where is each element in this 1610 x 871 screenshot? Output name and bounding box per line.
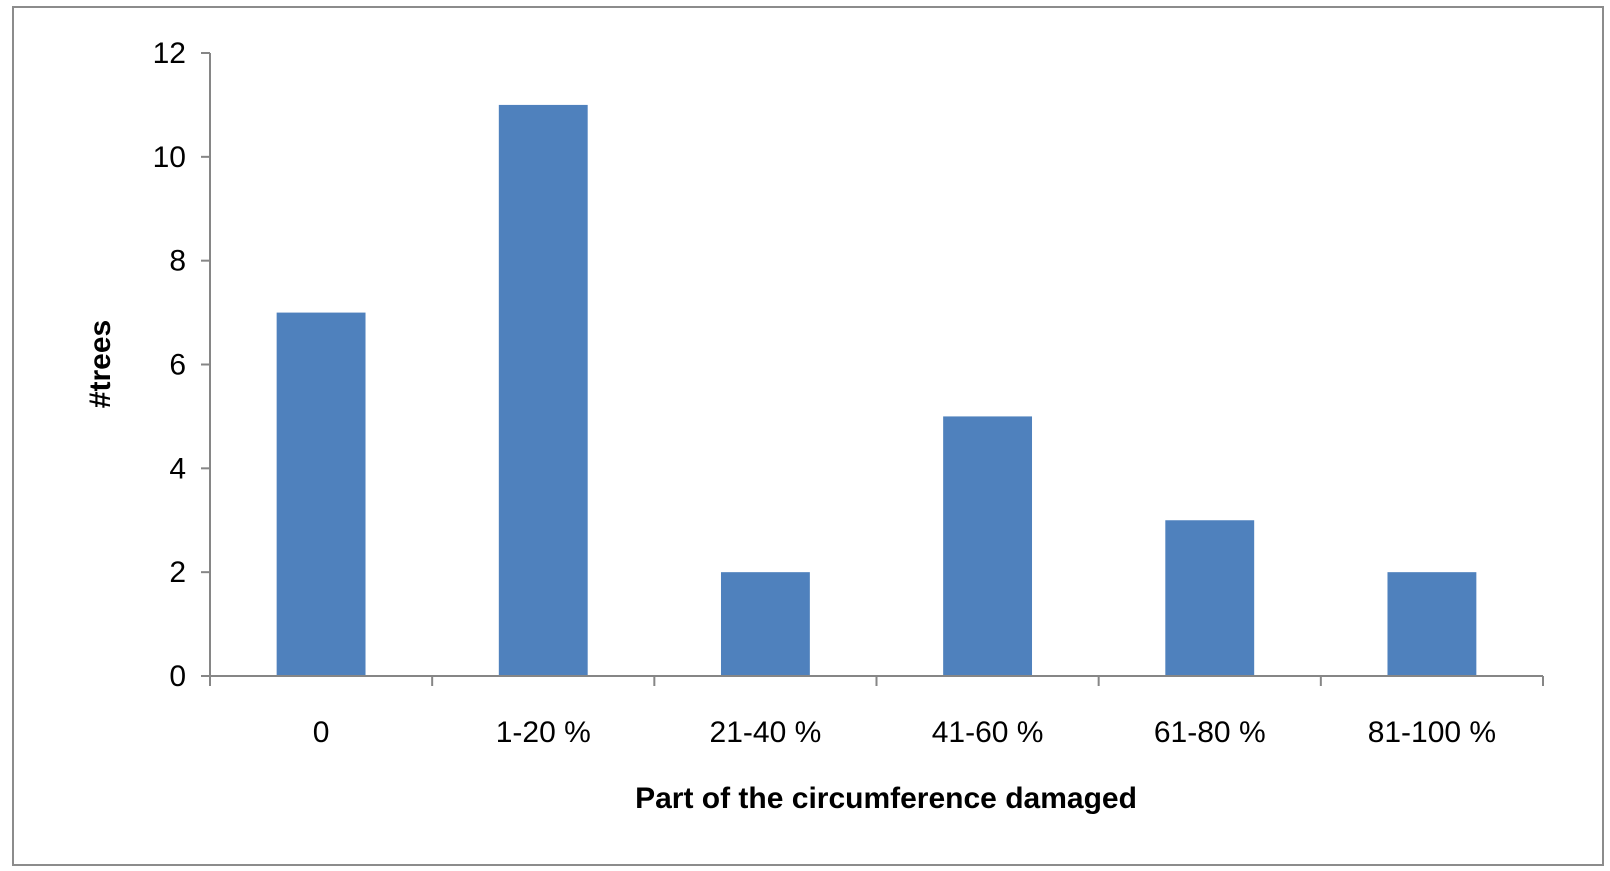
ticks-group: 0 2 4 6 8 10 12 0 1-20 % 21-40 % 41-60 % 61-80 % 81-…	[153, 37, 1544, 749]
x-tick-label-0: 0	[313, 716, 330, 749]
y-tick-label-6: 12	[153, 37, 186, 70]
bar-4	[1165, 520, 1255, 676]
bar-1	[498, 104, 588, 676]
x-axis-title: Part of the circumference damaged	[635, 782, 1137, 815]
x-tick-label-3: 41-60 %	[932, 716, 1044, 749]
x-tick-label-1: 1-20 %	[496, 716, 591, 749]
y-tick-label-3: 6	[169, 349, 186, 382]
x-tick-label-4: 61-80 %	[1154, 716, 1266, 749]
y-tick-label-0: 0	[169, 660, 186, 693]
x-tick-label-5: 81-100 %	[1368, 716, 1496, 749]
bar-2	[720, 572, 810, 676]
y-tick-label-2: 4	[169, 452, 186, 485]
y-tick-label-1: 2	[169, 556, 186, 589]
axes-group	[209, 53, 1543, 677]
y-axis-title: #trees	[84, 320, 117, 408]
bar-0	[276, 312, 366, 676]
bar-5	[1387, 572, 1477, 676]
bar-3	[943, 416, 1033, 676]
y-tick-label-4: 8	[169, 245, 186, 278]
y-tick-label-5: 10	[153, 141, 186, 174]
x-tick-label-2: 21-40 %	[710, 716, 822, 749]
bars-group	[276, 104, 1477, 676]
